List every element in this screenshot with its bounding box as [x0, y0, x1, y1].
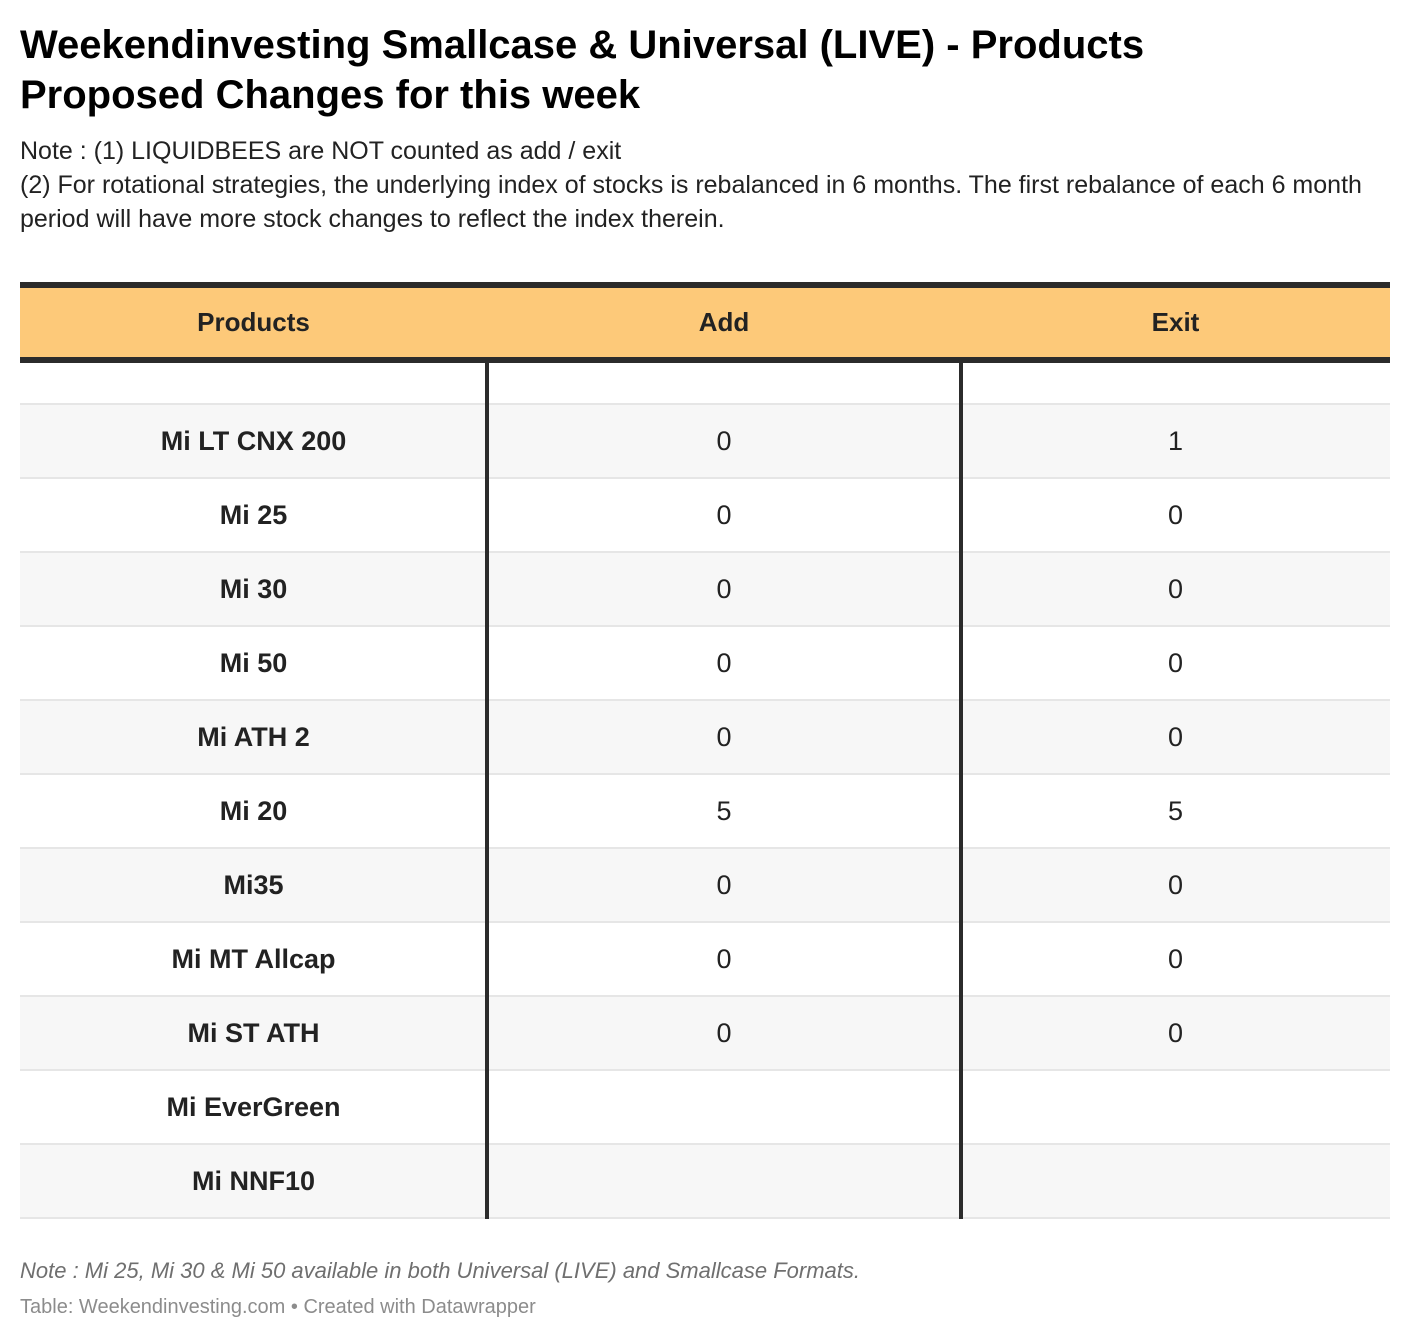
table-row: Mi NNF10 — [20, 1145, 1390, 1219]
table-row: Mi 30 0 0 — [20, 553, 1390, 627]
data-table: Products Add Exit Mi LT CNX 200 0 1 Mi 25 0 0… — [20, 282, 1390, 1219]
cell-exit: 0 — [1167, 943, 1184, 974]
table-row: Mi MT Allcap 0 0 — [20, 923, 1390, 997]
cell-add — [487, 1145, 961, 1217]
cell-exit: 0 — [1167, 1017, 1184, 1048]
table-row: Mi LT CNX 200 0 1 — [20, 405, 1390, 479]
cell-add — [487, 1071, 961, 1143]
cell-product: Mi 20 — [219, 795, 288, 826]
cell-add: 0 — [716, 647, 732, 678]
cell-product: Mi35 — [223, 869, 284, 900]
cell-exit: 0 — [1167, 573, 1184, 604]
table-row: Mi 50 0 0 — [20, 627, 1390, 701]
cell-add: 5 — [716, 795, 732, 826]
column-divider-2 — [959, 363, 963, 1219]
cell-product: Mi ST ATH — [187, 1017, 320, 1048]
cell-product: Mi NNF10 — [191, 1165, 316, 1196]
table-row: Mi 25 0 0 — [20, 479, 1390, 553]
note-line-1: Note : (1) LIQUIDBEES are NOT counted as… — [20, 137, 622, 165]
note-line-2: (2) For rotational strategies, the under… — [20, 171, 1362, 233]
cell-product: Mi ATH 2 — [197, 721, 310, 752]
cell-exit: 0 — [1167, 869, 1184, 900]
cell-product: Mi 25 — [219, 499, 288, 530]
chart-title: Weekendinvesting Smallcase & Universal (… — [20, 23, 1145, 117]
header-products[interactable]: Products — [197, 307, 310, 337]
table-row: Mi ATH 2 0 0 — [20, 701, 1390, 775]
cell-exit: 0 — [1167, 721, 1184, 752]
cell-exit: 1 — [1167, 425, 1184, 456]
cell-exit — [961, 1071, 1390, 1143]
cell-product: Mi 50 — [219, 647, 288, 678]
chart-notes: Note : (1) LIQUIDBEES are NOT counted as… — [20, 134, 1390, 236]
cell-product: Mi MT Allcap — [171, 943, 336, 974]
cell-exit — [961, 1145, 1390, 1217]
cell-add: 0 — [716, 499, 732, 530]
table-row: Mi 20 5 5 — [20, 775, 1390, 849]
cell-product: Mi EverGreen — [166, 1091, 341, 1122]
cell-exit: 0 — [1167, 647, 1184, 678]
table-row: Mi35 0 0 — [20, 849, 1390, 923]
table-body: Mi LT CNX 200 0 1 Mi 25 0 0 Mi 30 0 0 Mi 50 0 0 Mi A… — [20, 363, 1390, 1219]
cell-product: Mi 30 — [219, 573, 288, 604]
cell-exit: 5 — [1167, 795, 1184, 826]
chart-header: Weekendinvesting Smallcase & Universal (… — [20, 20, 1390, 236]
table-row: Mi ST ATH 0 0 — [20, 997, 1390, 1071]
header-exit[interactable]: Exit — [1151, 307, 1200, 337]
cell-add: 0 — [716, 943, 732, 974]
cell-product: Mi LT CNX 200 — [160, 425, 347, 456]
cell-add: 0 — [716, 869, 732, 900]
header-add[interactable]: Add — [698, 307, 750, 337]
footer-credit: Table: Weekendinvesting.com • Created wi… — [20, 1296, 536, 1318]
cell-exit: 0 — [1167, 499, 1184, 530]
cell-add: 0 — [716, 721, 732, 752]
footer-note: Note : Mi 25, Mi 30 & Mi 50 available in… — [20, 1258, 861, 1283]
cell-add: 0 — [716, 425, 732, 456]
cell-add: 0 — [716, 573, 732, 604]
table-spacer-row — [20, 363, 1390, 405]
table-row: Mi EverGreen — [20, 1071, 1390, 1145]
cell-add: 0 — [716, 1017, 732, 1048]
table-header: Products Add Exit — [20, 282, 1390, 363]
column-divider-1 — [485, 363, 489, 1219]
